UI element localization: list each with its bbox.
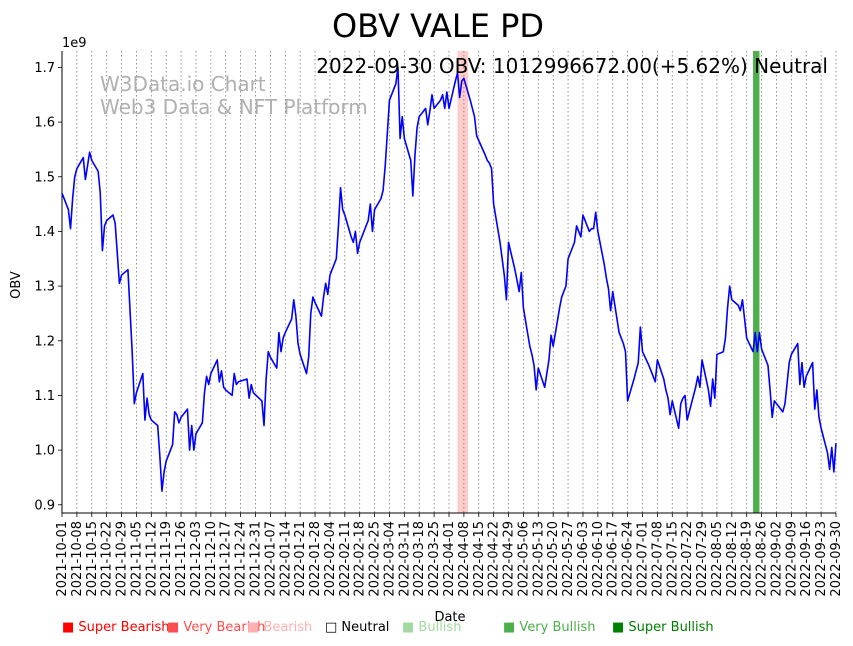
x-tick-label: 2022-03-25	[427, 521, 442, 597]
y-multiplier-label: 1e9	[62, 36, 87, 51]
y-tick-label: 1.3	[34, 280, 55, 295]
x-tick-label: 2021-11-05	[129, 521, 144, 597]
x-tick-label: 2021-12-17	[219, 521, 234, 597]
y-tick-label: 1.0	[34, 444, 55, 459]
signal-band-very-bullish	[753, 51, 760, 513]
signal-band-bearish	[457, 51, 469, 513]
x-tick-label: 2022-04-29	[502, 521, 517, 597]
legend-item-bearish: ■ Bearish	[247, 620, 312, 635]
x-tick-label: 2022-05-27	[561, 521, 576, 597]
y-tick-label: 1.1	[34, 389, 55, 404]
x-tick-label: 2021-10-22	[100, 521, 115, 597]
x-tick-label: 2021-12-24	[234, 521, 249, 597]
y-tick-label: 1.4	[34, 225, 55, 240]
x-tick-label: 2022-04-01	[442, 521, 457, 597]
x-tick-label: 2022-07-29	[695, 521, 710, 597]
legend-item-super-bullish: ■ Super Bullish	[612, 620, 714, 635]
x-tick-label: 2021-10-01	[55, 521, 70, 597]
chart-headline: 2022-09-30 OBV: 1012996672.00(+5.62%) Ne…	[316, 54, 828, 78]
watermark-line-1: W3Data.io Chart	[100, 72, 266, 96]
x-tick-label: 2021-11-12	[144, 521, 159, 597]
legend-item-very-bullish: ■ Very Bullish	[503, 620, 596, 635]
x-tick-label: 2021-10-15	[85, 521, 100, 597]
y-tick-label: 1.6	[34, 116, 55, 131]
x-tick-label: 2022-09-02	[769, 521, 784, 597]
x-tick-label: 2022-03-04	[382, 521, 397, 597]
legend-label: Very Bullish	[515, 620, 596, 635]
legend-marker: ■	[167, 620, 180, 635]
x-tick-label: 2022-02-04	[323, 521, 338, 597]
x-tick-label: 2022-06-03	[576, 521, 591, 597]
legend-label: Super Bullish	[624, 620, 714, 635]
x-axis-label: Date	[434, 610, 465, 625]
x-tick-label: 2021-11-19	[159, 521, 174, 597]
x-tick-label: 2022-09-23	[814, 521, 829, 597]
x-tick-label: 2022-06-24	[621, 521, 636, 597]
x-tick-label: 2022-09-16	[799, 521, 814, 597]
legend-marker: ■	[612, 620, 625, 635]
x-tick-label: 2022-02-11	[338, 521, 353, 597]
legend-marker: ■	[62, 620, 75, 635]
legend-marker: ■	[402, 620, 415, 635]
x-tick-label: 2022-03-18	[412, 521, 427, 597]
x-tick-label: 2022-07-08	[650, 521, 665, 597]
x-tick-label: 2021-11-26	[174, 521, 189, 597]
x-tick-label: 2021-10-08	[70, 521, 85, 597]
x-tick-label: 2022-02-25	[368, 521, 383, 597]
legend-item-neutral: □ Neutral	[325, 620, 389, 635]
legend-item-very-bearish: ■ Very Bearish	[167, 620, 265, 635]
legend-label: Bearish	[259, 620, 313, 635]
obv-series-line	[61, 66, 837, 492]
x-tick-label: 2022-05-20	[546, 521, 561, 597]
x-tick-label: 2022-06-17	[606, 521, 621, 597]
x-tick-label: 2022-03-11	[397, 521, 412, 597]
x-tick-label: 2022-01-14	[278, 521, 293, 597]
x-tick-label: 2022-09-30	[829, 521, 844, 597]
x-tick-label: 2022-01-21	[293, 521, 308, 597]
x-tick-label: 2022-05-06	[516, 521, 531, 597]
x-tick-label: 2022-07-01	[636, 521, 651, 597]
x-tick-label: 2022-09-09	[784, 521, 799, 597]
y-tick-label: 1.2	[34, 334, 55, 349]
y-tick-label: 0.9	[34, 498, 55, 513]
x-tick-label: 2022-08-12	[725, 521, 740, 597]
x-tick-label: 2022-06-10	[591, 521, 606, 597]
x-tick-label: 2022-04-15	[472, 521, 487, 597]
legend-item-bullish: ■ Bullish	[402, 620, 461, 635]
legend-marker: ■	[503, 620, 516, 635]
x-tick-label: 2022-04-22	[487, 521, 502, 597]
legend-marker: □	[325, 620, 338, 635]
x-tick-label: 2021-10-29	[115, 521, 130, 597]
y-tick-label: 1.7	[34, 61, 55, 76]
legend-label: Very Bearish	[179, 620, 266, 635]
x-tick-label: 2022-07-15	[665, 521, 680, 597]
x-tick-label: 2021-12-10	[204, 521, 219, 597]
x-tick-label: 2022-08-26	[755, 521, 770, 597]
y-tick-label: 1.5	[34, 170, 55, 185]
x-tick-label: 2021-12-03	[189, 521, 204, 597]
x-tick-label: 2022-01-07	[263, 521, 278, 597]
legend-label: Bullish	[414, 620, 462, 635]
y-axis-label: OBV	[9, 271, 24, 299]
x-tick-label: 2021-12-31	[249, 521, 264, 597]
x-tick-label: 2022-01-28	[308, 521, 323, 597]
legend-item-super-bearish: ■ Super Bearish	[62, 620, 170, 635]
legend-label: Neutral	[337, 620, 390, 635]
chart-title: OBV VALE PD	[332, 7, 544, 45]
legend-label: Super Bearish	[74, 620, 170, 635]
x-tick-label: 2022-08-05	[710, 521, 725, 597]
legend-marker: ■	[247, 620, 260, 635]
x-tick-label: 2022-08-19	[740, 521, 755, 597]
x-tick-label: 2022-05-13	[531, 521, 546, 597]
watermark-line-2: Web3 Data & NFT Platform	[100, 95, 368, 119]
x-tick-label: 2022-07-22	[680, 521, 695, 597]
x-tick-label: 2022-04-08	[457, 521, 472, 597]
x-tick-label: 2022-02-18	[353, 521, 368, 597]
